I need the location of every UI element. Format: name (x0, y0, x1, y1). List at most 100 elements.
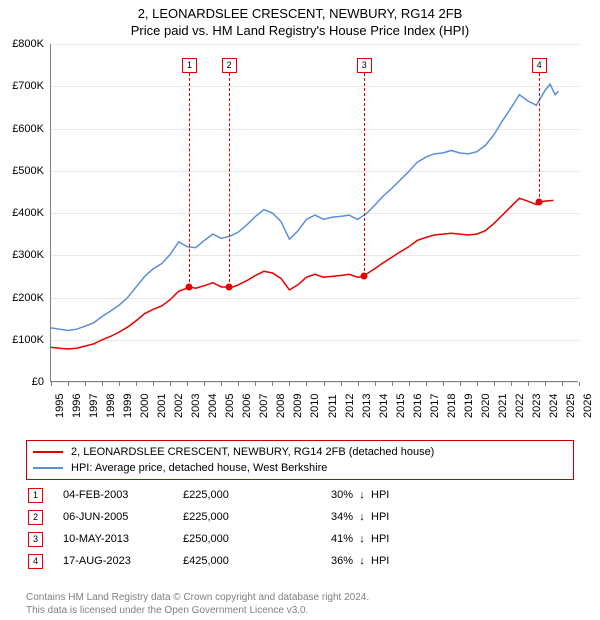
x-axis-label: 2007 (258, 394, 270, 418)
down-arrow-icon: ↓ (353, 555, 371, 567)
y-axis-label: £400K (0, 207, 44, 219)
x-tick (511, 382, 512, 386)
x-tick (204, 382, 205, 386)
x-axis-label: 2019 (463, 394, 475, 418)
trade-date: 06-JUN-2005 (63, 511, 183, 523)
series-property (51, 198, 553, 349)
price-marker-dot (185, 283, 192, 290)
x-tick (187, 382, 188, 386)
down-arrow-icon: ↓ (353, 489, 371, 501)
legend-row: HPI: Average price, detached house, West… (33, 460, 567, 476)
trade-percent: 36% (303, 555, 353, 567)
price-marker-dot (225, 283, 232, 290)
x-tick (477, 382, 478, 386)
x-tick (579, 382, 580, 386)
price-marker-box: 2 (222, 58, 237, 73)
x-tick (341, 382, 342, 386)
x-axis-label: 2001 (156, 394, 168, 418)
y-axis-label: £100K (0, 334, 44, 346)
y-axis-label: £500K (0, 165, 44, 177)
x-axis-label: 2024 (548, 394, 560, 418)
trade-index-box: 2 (28, 510, 43, 525)
x-axis-label: 2018 (446, 394, 458, 418)
legend-swatch (33, 467, 63, 469)
trade-date: 04-FEB-2003 (63, 489, 183, 501)
x-axis-label: 2004 (207, 394, 219, 418)
legend-swatch (33, 451, 63, 453)
footer-text: Contains HM Land Registry data © Crown c… (26, 591, 369, 617)
x-axis-label: 2009 (292, 394, 304, 418)
down-arrow-icon: ↓ (353, 511, 371, 523)
trade-row: 4 17-AUG-2023£425,00036%↓HPI (26, 550, 574, 572)
x-tick (392, 382, 393, 386)
trade-price: £250,000 (183, 533, 303, 545)
price-marker-box: 1 (182, 58, 197, 73)
down-arrow-icon: ↓ (353, 533, 371, 545)
title-line-1: 2, LEONARDSLEE CRESCENT, NEWBURY, RG14 2… (0, 6, 600, 23)
chart-title-block: 2, LEONARDSLEE CRESCENT, NEWBURY, RG14 2… (0, 0, 600, 40)
x-axis-label: 2015 (395, 394, 407, 418)
y-axis-label: £300K (0, 249, 44, 261)
x-axis-label: 1998 (105, 394, 117, 418)
trade-price: £425,000 (183, 555, 303, 567)
trade-percent: 41% (303, 533, 353, 545)
trade-index-box: 1 (28, 488, 43, 503)
x-axis-label: 2017 (429, 394, 441, 418)
x-axis-label: 2000 (139, 394, 151, 418)
x-tick (289, 382, 290, 386)
footer-line-2: This data is licensed under the Open Gov… (26, 604, 369, 617)
y-axis-label: £600K (0, 123, 44, 135)
price-marker-box: 4 (532, 58, 547, 73)
x-tick (102, 382, 103, 386)
y-axis-label: £200K (0, 292, 44, 304)
trade-index-box: 4 (28, 554, 43, 569)
x-tick (409, 382, 410, 386)
trade-vs-label: HPI (371, 555, 574, 567)
trades-table: 104-FEB-2003£225,00030%↓HPI206-JUN-2005£… (26, 484, 574, 572)
x-tick (562, 382, 563, 386)
x-axis-label: 2012 (344, 394, 356, 418)
x-axis-label: 1995 (54, 394, 66, 418)
x-tick (51, 382, 52, 386)
legend-row: 2, LEONARDSLEE CRESCENT, NEWBURY, RG14 2… (33, 444, 567, 460)
trade-row: 3 10-MAY-2013£250,00041%↓HPI (26, 528, 574, 550)
x-tick (426, 382, 427, 386)
y-axis-label: £700K (0, 80, 44, 92)
trade-date: 17-AUG-2023 (63, 555, 183, 567)
legend-box: 2, LEONARDSLEE CRESCENT, NEWBURY, RG14 2… (26, 440, 574, 480)
price-marker-line (539, 73, 540, 202)
x-axis-label: 1999 (122, 394, 134, 418)
x-tick (528, 382, 529, 386)
x-tick (85, 382, 86, 386)
x-tick (170, 382, 171, 386)
title-line-2: Price paid vs. HM Land Registry's House … (0, 23, 600, 40)
price-marker-dot (535, 199, 542, 206)
x-tick (443, 382, 444, 386)
x-axis-label: 2008 (275, 394, 287, 418)
trade-date: 10-MAY-2013 (63, 533, 183, 545)
x-tick (68, 382, 69, 386)
x-tick (221, 382, 222, 386)
x-axis-label: 2026 (582, 394, 594, 418)
x-tick (255, 382, 256, 386)
x-axis-label: 2020 (480, 394, 492, 418)
x-axis-label: 2014 (378, 394, 390, 418)
x-axis-label: 2016 (412, 394, 424, 418)
price-marker-line (364, 73, 365, 276)
x-axis-label: 2021 (497, 394, 509, 418)
x-tick (494, 382, 495, 386)
x-tick (460, 382, 461, 386)
trade-percent: 34% (303, 511, 353, 523)
trade-price: £225,000 (183, 489, 303, 501)
trade-index-box: 3 (28, 532, 43, 547)
legend-label: HPI: Average price, detached house, West… (71, 462, 327, 474)
x-tick (375, 382, 376, 386)
trade-vs-label: HPI (371, 533, 574, 545)
x-tick (153, 382, 154, 386)
x-tick (324, 382, 325, 386)
x-axis-label: 1996 (71, 394, 83, 418)
price-marker-line (229, 73, 230, 287)
price-marker-line (189, 73, 190, 287)
plot-region: 1234 (50, 44, 578, 382)
x-tick (136, 382, 137, 386)
